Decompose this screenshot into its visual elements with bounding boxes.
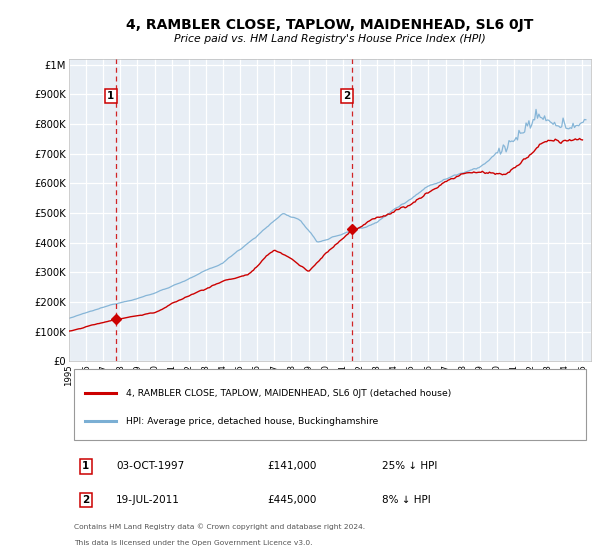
Text: This data is licensed under the Open Government Licence v3.0.: This data is licensed under the Open Gov…	[74, 540, 313, 546]
Text: 8% ↓ HPI: 8% ↓ HPI	[382, 495, 431, 505]
Text: Price paid vs. HM Land Registry's House Price Index (HPI): Price paid vs. HM Land Registry's House …	[174, 34, 486, 44]
Text: 4, RAMBLER CLOSE, TAPLOW, MAIDENHEAD, SL6 0JT: 4, RAMBLER CLOSE, TAPLOW, MAIDENHEAD, SL…	[127, 18, 533, 32]
Text: 19-JUL-2011: 19-JUL-2011	[116, 495, 180, 505]
Text: HPI: Average price, detached house, Buckinghamshire: HPI: Average price, detached house, Buck…	[127, 417, 379, 426]
Text: 2: 2	[82, 495, 89, 505]
Text: 1: 1	[107, 91, 115, 101]
Text: £445,000: £445,000	[268, 495, 317, 505]
Text: 1: 1	[82, 461, 89, 472]
Text: 25% ↓ HPI: 25% ↓ HPI	[382, 461, 437, 472]
Text: 4, RAMBLER CLOSE, TAPLOW, MAIDENHEAD, SL6 0JT (detached house): 4, RAMBLER CLOSE, TAPLOW, MAIDENHEAD, SL…	[127, 389, 452, 398]
Text: 03-OCT-1997: 03-OCT-1997	[116, 461, 184, 472]
Text: £141,000: £141,000	[268, 461, 317, 472]
FancyBboxPatch shape	[74, 369, 586, 440]
Text: Contains HM Land Registry data © Crown copyright and database right 2024.: Contains HM Land Registry data © Crown c…	[74, 523, 365, 530]
Text: 2: 2	[343, 91, 350, 101]
